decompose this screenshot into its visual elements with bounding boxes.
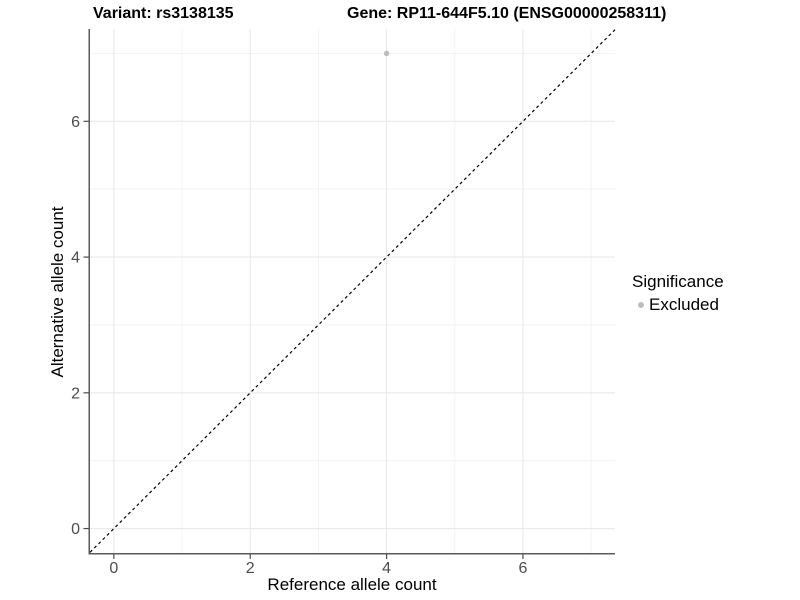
legend-title: Significance bbox=[632, 272, 724, 291]
legend-item-label: Excluded bbox=[649, 295, 719, 314]
svg-text:6: 6 bbox=[519, 560, 528, 577]
svg-text:2: 2 bbox=[246, 560, 255, 577]
legend: Significance Excluded bbox=[632, 272, 724, 315]
legend-item-excluded: Excluded bbox=[632, 295, 724, 315]
svg-text:2: 2 bbox=[71, 385, 80, 402]
svg-text:6: 6 bbox=[71, 114, 80, 131]
svg-text:4: 4 bbox=[71, 250, 80, 267]
svg-text:0: 0 bbox=[109, 560, 118, 577]
svg-text:4: 4 bbox=[382, 560, 391, 577]
gene-title: Gene: RP11-644F5.10 (ENSG00000258311) bbox=[347, 5, 667, 22]
legend-key bbox=[632, 297, 649, 314]
svg-text:0: 0 bbox=[71, 521, 80, 538]
excluded-point-icon bbox=[637, 302, 644, 308]
variant-title: Variant: rs3138135 bbox=[93, 5, 234, 22]
y-axis-title: Alternative allele count bbox=[48, 206, 67, 378]
x-axis-title: Reference allele count bbox=[267, 575, 437, 594]
